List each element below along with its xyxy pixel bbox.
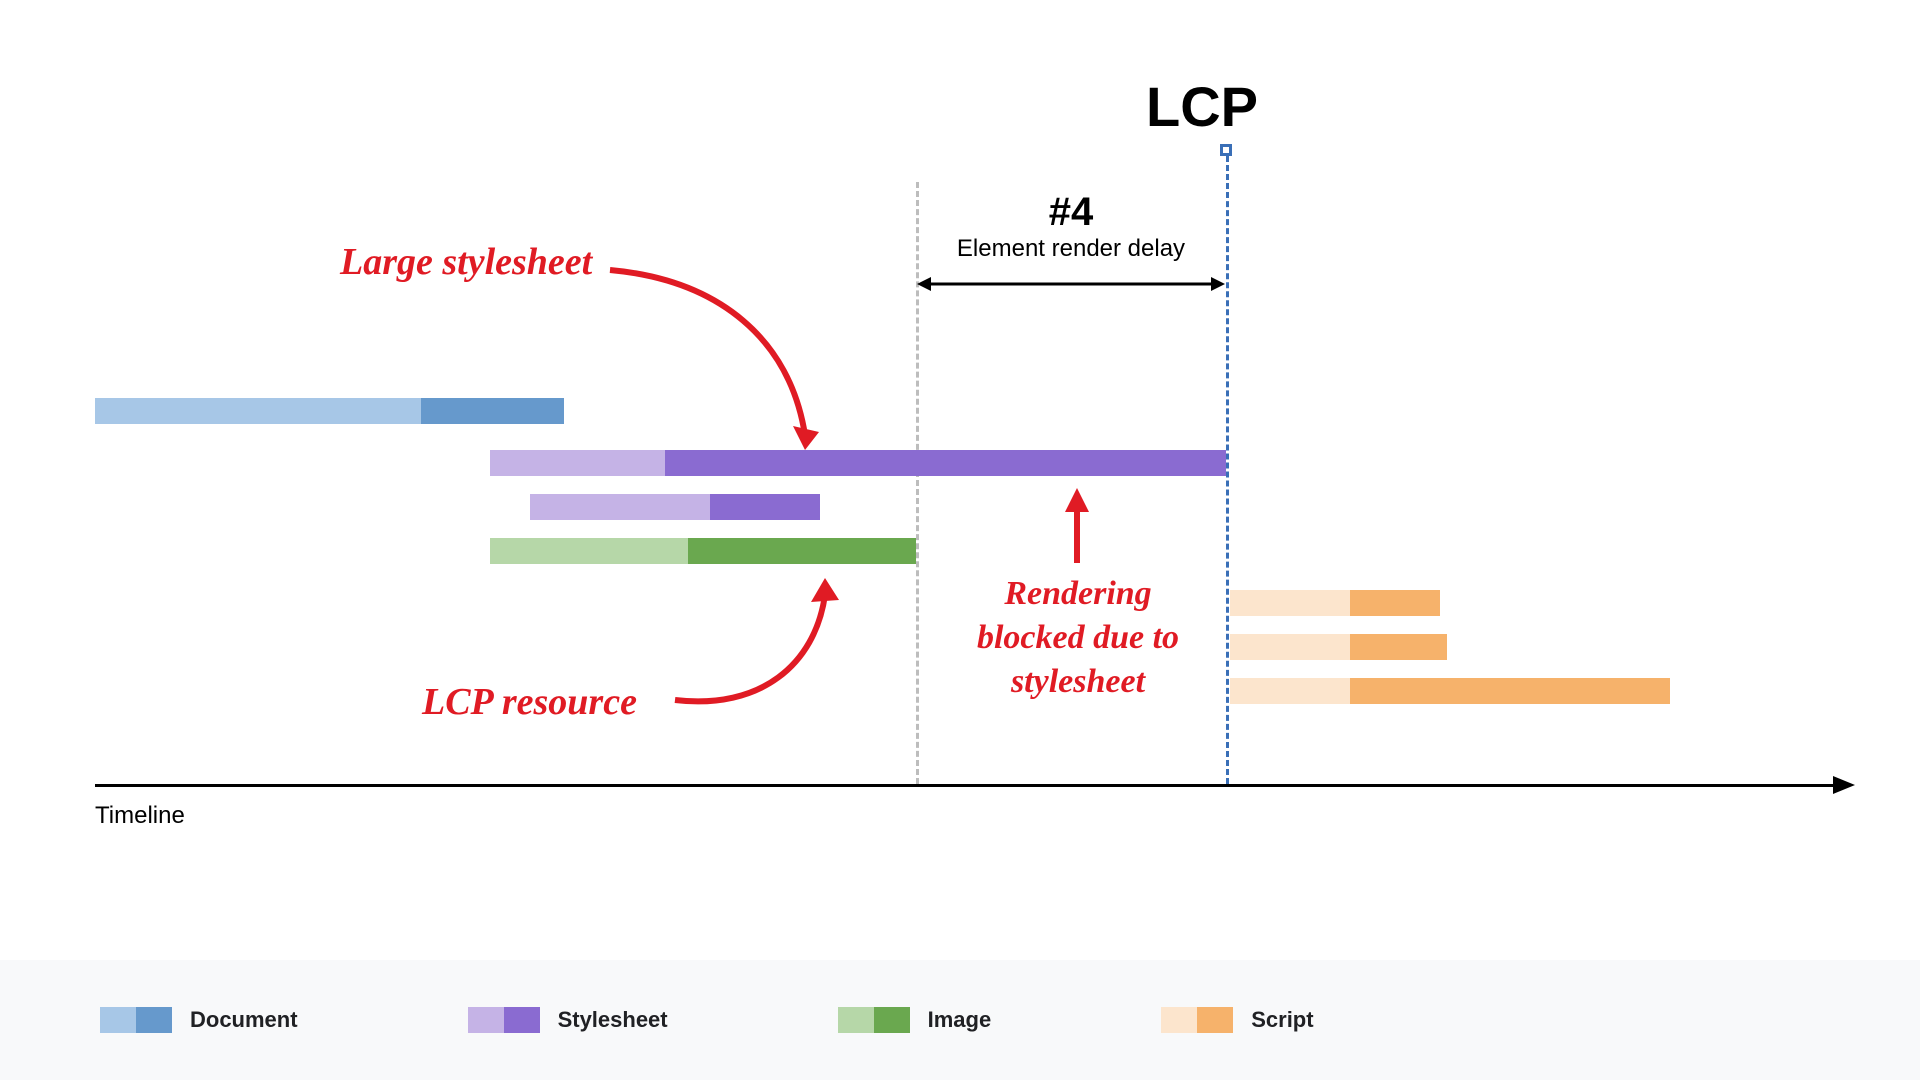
- legend-label: Script: [1251, 1007, 1313, 1033]
- arrow-lcp-resource-icon: [660, 570, 850, 720]
- script1-bar-light: [1230, 590, 1350, 616]
- annotation-rendering-blocked: Rendering blocked due to stylesheet: [968, 572, 1188, 705]
- script1-bar-dark: [1350, 590, 1440, 616]
- image-bar-dark: [688, 538, 916, 564]
- script3-bar-light: [1230, 678, 1350, 704]
- arrow-large-stylesheet-icon: [590, 250, 840, 470]
- axis-label: Timeline: [95, 802, 185, 830]
- annotation-large-stylesheet: Large stylesheet: [340, 240, 592, 284]
- lcp-line: [1226, 156, 1229, 784]
- legend-swatch-document: [100, 1007, 172, 1033]
- stylesheet2-bar-light: [530, 494, 710, 520]
- legend-item-document: Document: [100, 1007, 298, 1033]
- script2-bar-light: [1230, 634, 1350, 660]
- legend-swatch-script: [1161, 1007, 1233, 1033]
- document-bar-light: [95, 398, 421, 424]
- script3-bar-dark: [1350, 678, 1670, 704]
- lcp-title: LCP: [1146, 74, 1258, 139]
- document-bar-dark: [421, 398, 564, 424]
- script2-bar-dark: [1350, 634, 1447, 660]
- range-arrow: [917, 272, 1225, 296]
- legend-label: Stylesheet: [558, 1007, 668, 1033]
- legend-item-image: Image: [838, 1007, 992, 1033]
- legend: Document Stylesheet Image Script: [0, 960, 1920, 1080]
- legend-item-stylesheet: Stylesheet: [468, 1007, 668, 1033]
- legend-swatch-image: [838, 1007, 910, 1033]
- arrow-rendering-blocked-icon: [1057, 488, 1097, 568]
- axis-line: [95, 784, 1835, 787]
- lcp-marker: [1220, 144, 1232, 156]
- legend-swatch-stylesheet: [468, 1007, 540, 1033]
- header-subtitle: Element render delay: [917, 235, 1225, 263]
- stylesheet2-bar-dark: [710, 494, 820, 520]
- axis-arrowhead-icon: [1833, 776, 1855, 794]
- legend-label: Document: [190, 1007, 298, 1033]
- legend-label: Image: [928, 1007, 992, 1033]
- diagram-canvas: LCP #4 Element render delay Timeline Lar…: [0, 0, 1920, 1080]
- legend-item-script: Script: [1161, 1007, 1313, 1033]
- image-bar-light: [490, 538, 688, 564]
- header-number: #4: [917, 190, 1225, 235]
- annotation-lcp-resource: LCP resource: [422, 680, 637, 724]
